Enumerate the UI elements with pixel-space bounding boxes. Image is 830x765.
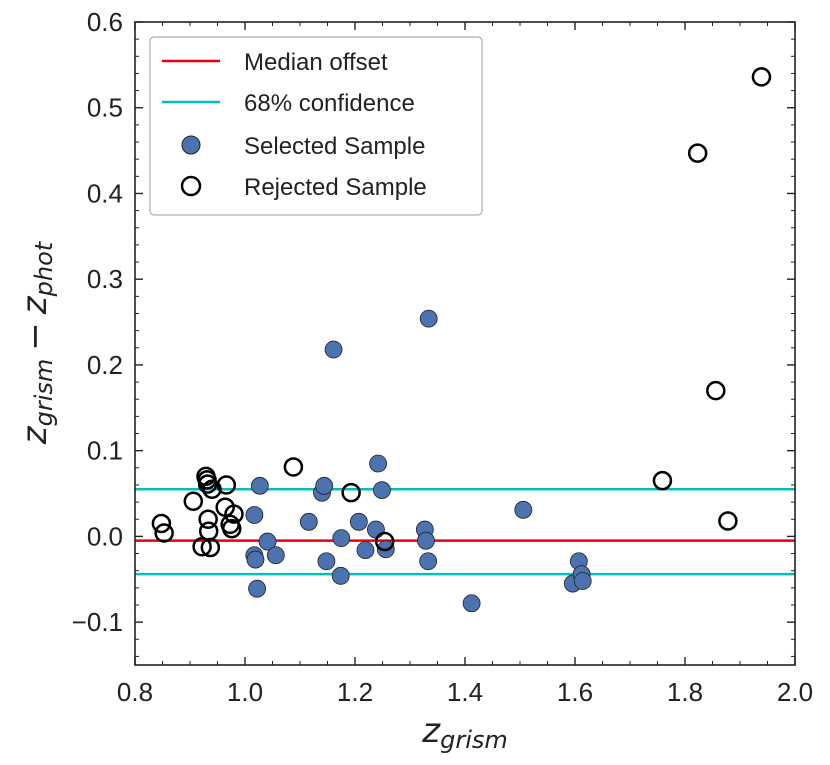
x-tick-label: 1.8 <box>667 677 703 707</box>
plot-frame <box>134 21 796 666</box>
rejected-point-23 <box>751 67 772 87</box>
y-axis-label-z1: z <box>15 425 55 445</box>
selected-point-21 <box>417 531 435 550</box>
rejected-point-16 <box>283 457 304 477</box>
y-tick-label: 0.3 <box>87 264 123 294</box>
reference-lines <box>135 487 795 576</box>
y-tick-label: 0.1 <box>87 436 123 466</box>
legend-rejected-label: Rejected Sample <box>244 174 427 201</box>
rejected-point-22 <box>718 511 738 531</box>
selected-point-23 <box>419 309 438 328</box>
selected-point-25 <box>514 500 533 519</box>
selected-point-15 <box>356 541 375 560</box>
rejected-point-0 <box>151 513 172 534</box>
rejected-point-2 <box>183 491 204 511</box>
rejected-point-14 <box>222 518 242 539</box>
selected-point-3 <box>248 579 267 598</box>
rejected-point-19 <box>652 470 673 491</box>
rejected-point-6 <box>197 474 218 494</box>
y-tick-label: 0.5 <box>87 93 123 123</box>
rejected-point-15 <box>224 504 244 524</box>
rejected-point-17 <box>341 482 361 503</box>
y-tick-label: 0.6 <box>87 7 123 37</box>
selected-point-14 <box>349 512 368 531</box>
selected-point-18 <box>373 481 391 500</box>
selected-point-12 <box>331 566 350 585</box>
rejected-point-18 <box>374 531 395 552</box>
selected-point-5 <box>258 532 277 551</box>
legend-box <box>149 36 483 216</box>
y-axis-label: zgrism−zphot <box>15 240 58 445</box>
x-axis-label-sub: grism <box>440 726 508 754</box>
y-axis-label-z2: z <box>15 295 55 315</box>
legend-confidence-label: 68% confidence <box>244 90 415 117</box>
x-tick-label: 1.0 <box>227 677 263 707</box>
legend-selected-label: Selected Sample <box>244 133 425 160</box>
rejected-point-21 <box>706 380 726 401</box>
selected-point-6 <box>266 546 285 565</box>
y-axis-label-sub1: grism <box>30 359 58 427</box>
legend-median-label: Median offset <box>244 49 388 76</box>
y-tick-label: 0.0 <box>87 521 123 551</box>
selected-point-17 <box>369 454 388 473</box>
x-axis-label: zgrism <box>421 711 508 754</box>
x-tick-label: 0.8 <box>117 677 153 707</box>
rejected-point-7 <box>198 509 218 530</box>
selected-point-13 <box>332 529 351 548</box>
selected-point-0 <box>245 506 264 524</box>
rejected-point-20 <box>687 143 708 163</box>
selected-point-29 <box>573 572 592 590</box>
selected-point-24 <box>462 594 481 613</box>
selected-point-11 <box>324 340 343 359</box>
x-tick-label: 1.6 <box>557 677 593 707</box>
legend-rejected-marker <box>180 175 202 197</box>
selected-point-7 <box>299 512 318 531</box>
selected-point-16 <box>366 520 385 539</box>
x-tick-label: 1.4 <box>447 677 483 707</box>
y-tick-label: 0.4 <box>87 178 123 208</box>
x-axis-label-main: z <box>421 711 441 751</box>
y-tick-label: 0.2 <box>87 350 123 380</box>
data-points <box>151 67 772 613</box>
selected-point-4 <box>250 476 269 495</box>
selected-point-22 <box>419 552 438 571</box>
rejected-point-10 <box>202 479 222 499</box>
selected-point-2 <box>246 550 265 569</box>
selected-point-9 <box>315 476 334 495</box>
x-tick-label: 2.0 <box>777 677 813 707</box>
axis-ticks: 0.8 1.0 1.2 1.4 1.6 1.8 2.0 −0.1 0.0 0.1 0.2 0.3 0.4… <box>72 7 813 707</box>
legend: Median offset 68% confidence Selected Sa… <box>149 36 483 216</box>
x-tick-label: 1.2 <box>337 677 373 707</box>
y-tick-label: −0.1 <box>72 607 123 637</box>
legend-selected-marker <box>181 135 201 155</box>
selected-point-10 <box>317 552 336 571</box>
y-axis-label-sub2: phot <box>30 240 58 297</box>
rejected-point-12 <box>216 475 237 495</box>
y-axis-label-minus: − <box>15 322 55 351</box>
rejected-point-9 <box>200 537 221 558</box>
rejected-point-1 <box>154 523 174 543</box>
